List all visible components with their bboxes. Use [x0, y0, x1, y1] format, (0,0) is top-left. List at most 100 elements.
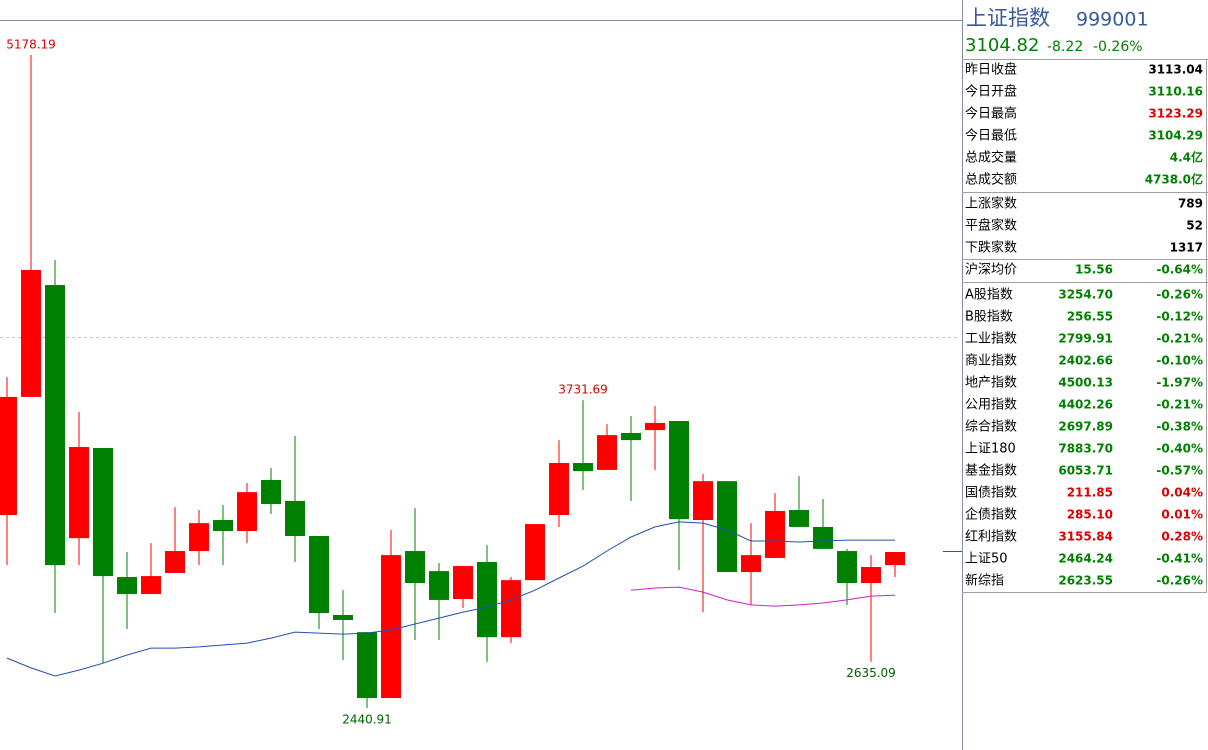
candle-body: [429, 571, 449, 600]
row-value: 15.56: [1075, 263, 1113, 277]
candle-body: [405, 551, 425, 584]
candle-body: [621, 432, 641, 441]
index-value: 211.85: [1067, 486, 1113, 500]
price-change-pct: -0.26%: [1093, 39, 1143, 55]
candle-body: [861, 567, 881, 584]
moving-average-line: [630, 586, 896, 607]
candle-body: [813, 526, 833, 549]
candle-body: [261, 479, 281, 505]
index-value: 3155.84: [1058, 530, 1113, 544]
candle-body: [837, 551, 857, 584]
row-value: 1317: [1170, 241, 1203, 255]
row-value: 3113.04: [1148, 63, 1203, 77]
row-label: 昨日收盘: [965, 62, 1017, 78]
candle-body: [597, 435, 617, 470]
row-label: 下跌家数: [965, 240, 1017, 256]
index-label: 企债指数: [965, 507, 1017, 523]
index-change: -0.21%: [1156, 332, 1203, 346]
candle-body: [741, 555, 761, 573]
index-value: 2402.66: [1058, 354, 1113, 368]
row-label: 总成交额: [965, 172, 1017, 188]
index-change: -0.57%: [1156, 464, 1203, 478]
price-annotation: 5178.19: [6, 38, 56, 52]
index-label: A股指数: [965, 288, 1013, 303]
candle-body: [165, 551, 185, 573]
row-label: 总成交量: [965, 150, 1017, 166]
index-change: 0.01%: [1161, 508, 1203, 522]
candle-body: [381, 555, 401, 698]
candle-body: [285, 500, 305, 537]
index-value: 256.55: [1067, 310, 1113, 324]
candle-body: [141, 576, 161, 594]
index-value: 7883.70: [1058, 442, 1113, 456]
index-label: 综合指数: [965, 420, 1017, 435]
row-label: 沪深均价: [965, 262, 1017, 278]
row-value: 3110.16: [1148, 85, 1203, 99]
candle-body: [0, 396, 17, 516]
row-change: -0.64%: [1156, 263, 1203, 277]
index-change: -0.12%: [1156, 310, 1203, 324]
candle-body: [189, 523, 209, 552]
candle-body: [645, 422, 665, 431]
index-change: -1.97%: [1156, 376, 1203, 390]
row-value: 4738.0亿: [1145, 172, 1203, 187]
candle-body: [309, 536, 329, 614]
candle-body: [669, 421, 689, 520]
index-value: 2799.91: [1058, 332, 1113, 346]
candle-body: [117, 577, 137, 594]
row-label: 上涨家数: [965, 196, 1017, 212]
index-value: 3254.70: [1058, 288, 1113, 302]
index-label: 地产指数: [965, 376, 1017, 391]
last-price: 3104.82: [965, 35, 1039, 56]
candle-body: [717, 481, 737, 573]
index-change: -0.38%: [1156, 420, 1203, 434]
index-value: 4402.26: [1058, 398, 1113, 412]
price-annotation: 2635.09: [846, 666, 896, 680]
candle-body: [885, 551, 905, 566]
index-value: 2464.24: [1058, 552, 1113, 566]
candle-body: [237, 492, 257, 531]
index-change: 0.04%: [1161, 486, 1203, 500]
candle-body: [45, 285, 65, 566]
price-annotation: 3731.69: [558, 383, 608, 397]
row-value: 3123.29: [1148, 107, 1203, 121]
index-label: 基金指数: [965, 463, 1017, 479]
index-label: B股指数: [965, 310, 1013, 325]
price-annotation: 2440.91: [342, 713, 392, 727]
index-change: -0.10%: [1156, 354, 1203, 368]
candle-body: [501, 580, 521, 638]
index-change: -0.26%: [1156, 288, 1203, 302]
index-label: 上证180: [965, 442, 1016, 457]
candle-body: [357, 632, 377, 698]
row-label: 今日最低: [965, 128, 1017, 144]
row-label: 平盘家数: [965, 218, 1017, 234]
row-label: 今日开盘: [965, 84, 1017, 100]
candle-body: [21, 270, 41, 397]
candle-body: [477, 562, 497, 638]
index-value: 2697.89: [1058, 420, 1113, 434]
candle-body: [693, 481, 713, 521]
index-label: 商业指数: [965, 354, 1017, 369]
row-value: 4.4亿: [1170, 150, 1203, 165]
index-label: 工业指数: [965, 332, 1017, 347]
index-label: 红利指数: [965, 529, 1017, 545]
row-value: 789: [1178, 197, 1203, 211]
index-label: 国债指数: [965, 486, 1017, 501]
row-label: 今日最高: [965, 106, 1017, 122]
index-change: -0.40%: [1156, 442, 1203, 456]
index-name: 上证指数: [966, 6, 1050, 30]
candle-body: [765, 510, 785, 558]
candlestick-chart: 5178.19 3731.69 2440.91 2635.09: [0, 38, 905, 727]
index-label: 新综指: [965, 573, 1004, 589]
index-value: 6053.71: [1058, 464, 1113, 478]
candle-body: [213, 520, 233, 531]
candle-body: [573, 463, 593, 472]
index-value: 285.10: [1067, 508, 1113, 522]
index-value: 4500.13: [1058, 376, 1113, 390]
moving-average-line: [6, 521, 895, 677]
row-value: 3104.29: [1148, 129, 1203, 143]
candle-body: [333, 614, 353, 620]
candle-body: [789, 510, 809, 527]
